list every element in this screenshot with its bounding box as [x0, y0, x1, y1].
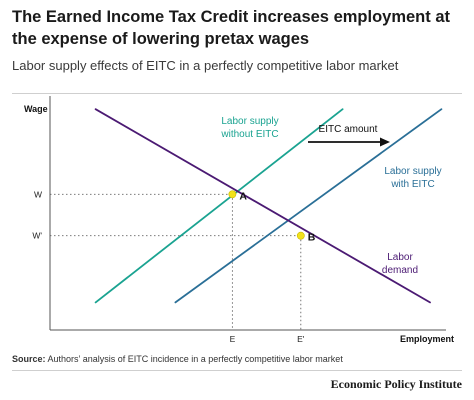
equilibrium-marker-B — [296, 231, 305, 240]
source-label: Source: — [12, 354, 46, 364]
source-note: Source: Authors’ analysis of EITC incide… — [12, 354, 462, 364]
annotation-arrow-head — [380, 137, 390, 147]
x-tick-label: E — [230, 334, 236, 344]
equilibrium-points — [228, 190, 305, 240]
series-line-2 — [174, 108, 443, 304]
footer-divider — [12, 370, 462, 371]
axes — [49, 96, 446, 331]
equilibrium-label-B: B — [308, 232, 316, 244]
text-labels: Wage Employment W W' E E' Labor supply without … — [24, 104, 454, 344]
series-lines — [94, 108, 443, 304]
series-label-1: Labor supply without EITC — [220, 116, 278, 140]
annotation: EITC amount — [308, 124, 390, 147]
chart-title: The Earned Income Tax Credit increases e… — [12, 8, 451, 48]
annotation-label: EITC amount — [319, 124, 378, 135]
y-tick-label: W — [34, 189, 42, 199]
series-line-1 — [94, 108, 344, 304]
y-tick-label: W' — [32, 231, 42, 241]
series-label-3: Labor demand — [382, 252, 418, 276]
y-axis-label: Wage — [24, 104, 48, 114]
x-axis-label: Employment — [400, 334, 454, 344]
equilibrium-marker-A — [228, 190, 237, 199]
source-text: Authors’ analysis of EITC incidence in a… — [45, 354, 343, 364]
series-label-2: Labor supply with EITC — [384, 166, 441, 190]
divider — [12, 93, 462, 94]
guide-lines — [50, 193, 302, 330]
series-line-3 — [94, 108, 431, 304]
x-tick-label: E' — [297, 334, 305, 344]
chart-subtitle: Labor supply effects of EITC in a perfec… — [12, 58, 399, 73]
brand-logo: Economic Policy Institute — [330, 377, 462, 391]
equilibrium-label-A: A — [239, 190, 247, 202]
